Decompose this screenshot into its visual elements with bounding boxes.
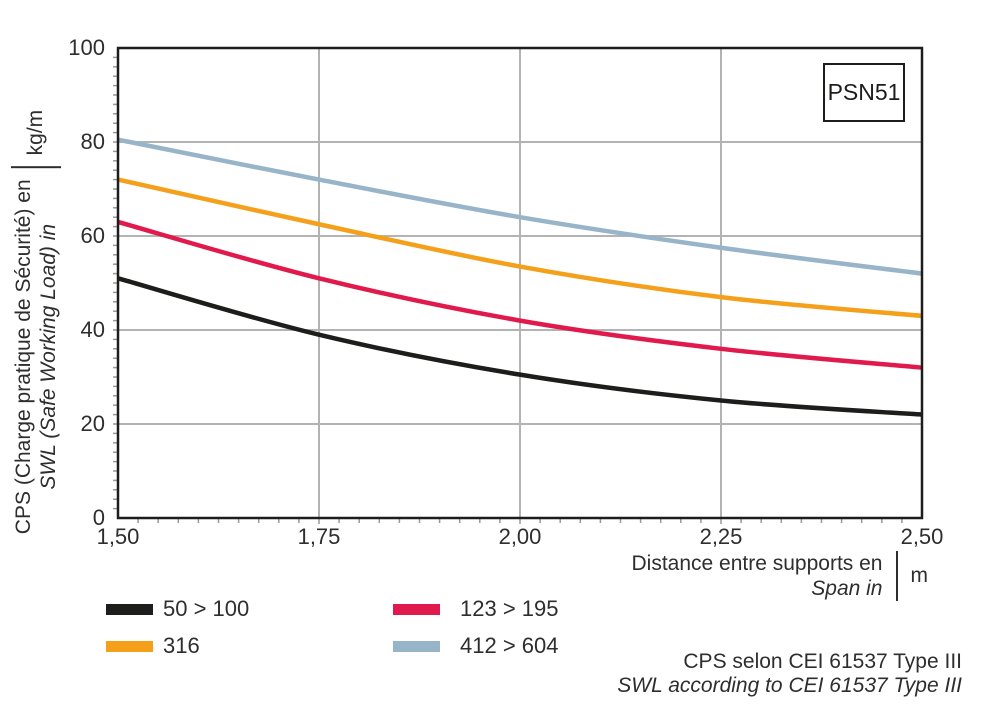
x-tick-label: 1,50	[96, 524, 140, 549]
curve-316	[117, 177, 923, 319]
x-axis-label-en: Span in	[811, 577, 883, 600]
legend-label-316: 316	[163, 633, 200, 658]
curve-50-100	[117, 276, 923, 417]
plot-frame	[116, 46, 924, 520]
legend-swatch-316	[106, 641, 153, 652]
curve-412-604	[117, 137, 923, 276]
y-tick-label: 20	[80, 411, 105, 436]
y-axis-unit: kg/m	[24, 109, 47, 156]
legend-swatch-50-100	[106, 604, 153, 615]
product-badge: PSN51	[823, 63, 905, 122]
legend-label-50-100: 50 > 100	[163, 596, 250, 621]
y-axis-title: CPS (Charge pratique de Sécurité) en SWL…	[11, 110, 61, 534]
legend-label-412-604: 412 > 604	[460, 633, 559, 658]
x-tick-label: 1,75	[297, 524, 341, 549]
standard-note-fr: CPS selon CEI 61537 Type III	[683, 650, 962, 673]
x-unit-divider	[895, 551, 898, 601]
y-axis-label-fr: CPS (Charge pratique de Sécurité) en	[12, 179, 35, 535]
x-axis-unit: m	[910, 564, 929, 587]
y-unit-divider	[11, 166, 61, 169]
x-tick-label: 2,50	[900, 524, 944, 549]
y-tick-label: 40	[80, 317, 105, 342]
legend-label-123-195: 123 > 195	[460, 596, 559, 621]
x-axis-title: Distance entre supports en Span in m	[632, 551, 928, 601]
curve-123-195	[117, 219, 923, 370]
legend-swatch-123-195	[393, 604, 440, 615]
x-axis-label-fr: Distance entre supports en	[631, 552, 883, 575]
y-tick-label: 60	[80, 223, 105, 248]
y-axis-label-en: SWL (Safe Working Load) in	[37, 223, 60, 490]
y-tick-label: 80	[80, 129, 105, 154]
legend-swatch-412-604	[393, 641, 440, 652]
standard-note: CPS selon CEI 61537 Type III SWL accordi…	[617, 650, 962, 698]
standard-note-en: SWL according to CEI 61537 Type III	[617, 674, 962, 697]
x-tick-label: 2,00	[498, 524, 542, 549]
x-tick-label: 2,25	[699, 524, 743, 549]
y-tick-label: 0	[92, 505, 105, 530]
y-tick-label: 100	[68, 35, 105, 60]
